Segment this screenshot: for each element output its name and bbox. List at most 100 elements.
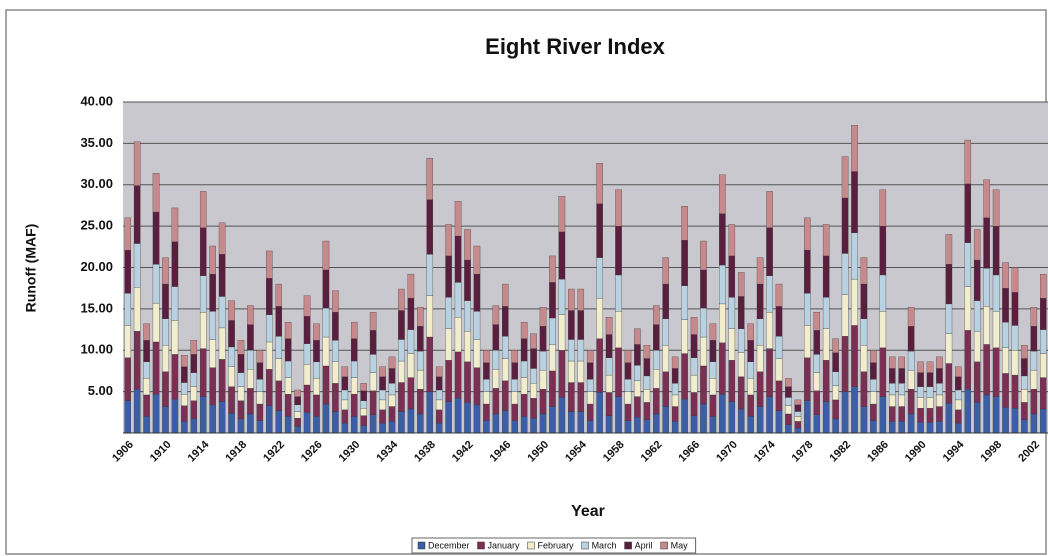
bar-segment bbox=[917, 408, 924, 423]
bar-segment bbox=[369, 354, 377, 373]
bar-segment bbox=[303, 364, 311, 386]
bar-segment bbox=[199, 275, 207, 313]
bar-segment bbox=[992, 311, 1000, 348]
bar-segment bbox=[983, 344, 990, 396]
bar-segment bbox=[785, 386, 792, 398]
bar-segment bbox=[992, 396, 1000, 434]
bar-segment bbox=[813, 414, 821, 434]
bar-segment bbox=[303, 412, 311, 434]
bar-segment bbox=[426, 199, 434, 255]
bar-segment bbox=[350, 338, 358, 362]
bar-segment bbox=[539, 307, 547, 327]
bar-segment bbox=[766, 312, 773, 349]
bar-segment bbox=[549, 406, 556, 434]
bar-segment bbox=[822, 328, 830, 361]
bar-segment bbox=[804, 217, 811, 251]
bar-segment bbox=[218, 327, 226, 360]
bar-segment bbox=[671, 368, 679, 384]
bar-segment bbox=[766, 348, 773, 397]
bar-segment bbox=[756, 283, 764, 319]
bar-segment bbox=[237, 372, 245, 387]
bar-segment bbox=[955, 399, 962, 410]
bar-segment bbox=[256, 350, 264, 363]
bar-segment bbox=[483, 403, 490, 421]
bar-segment bbox=[190, 400, 198, 420]
bar-segment bbox=[407, 377, 415, 410]
bar-segment bbox=[634, 417, 641, 434]
bar-segment bbox=[322, 269, 330, 309]
bar-segment bbox=[615, 347, 622, 397]
bar-segment bbox=[888, 368, 896, 384]
bar-segment bbox=[124, 357, 131, 401]
bar-segment bbox=[794, 427, 802, 434]
bar-segment bbox=[445, 360, 452, 402]
bar-segment bbox=[294, 396, 301, 406]
bar-segment bbox=[681, 206, 688, 241]
bar-segment bbox=[407, 329, 415, 354]
bar-segment bbox=[860, 283, 868, 319]
bar-segment bbox=[143, 378, 150, 396]
bar-segment bbox=[492, 369, 500, 389]
bar-segment bbox=[841, 253, 849, 295]
bar-segment bbox=[983, 306, 990, 345]
bar-segment bbox=[1021, 358, 1028, 377]
bar-segment bbox=[728, 255, 736, 298]
bar-segment bbox=[605, 334, 613, 358]
bar-segment bbox=[454, 316, 462, 353]
bar-segment bbox=[756, 257, 764, 285]
bar-segment bbox=[473, 367, 481, 406]
y-tick-label: 30.00 bbox=[80, 176, 113, 191]
bar-segment bbox=[785, 405, 792, 415]
bar-segment bbox=[369, 312, 377, 331]
bar-segment bbox=[945, 234, 953, 265]
bar-segment bbox=[181, 355, 188, 367]
legend-label: December bbox=[428, 540, 470, 550]
bar-segment bbox=[332, 411, 339, 434]
y-tick-label: 25.00 bbox=[80, 218, 113, 233]
bar-segment bbox=[794, 411, 802, 417]
bar-segment bbox=[256, 379, 264, 392]
bar-segment bbox=[756, 345, 764, 372]
bar-segment bbox=[171, 320, 179, 355]
bar-segment bbox=[1040, 377, 1047, 410]
bar-segment bbox=[1021, 402, 1028, 420]
bar-segment bbox=[341, 422, 349, 434]
bar-segment bbox=[870, 391, 877, 405]
bar-segment bbox=[690, 392, 698, 416]
bar-segment bbox=[804, 357, 811, 401]
bar-segment bbox=[832, 418, 839, 434]
bar-segment bbox=[596, 203, 603, 258]
bar-segment bbox=[520, 416, 528, 434]
bar-segment bbox=[256, 362, 264, 380]
bar-segment bbox=[832, 338, 839, 353]
bar-segment bbox=[435, 376, 443, 391]
bar-segment bbox=[624, 350, 632, 363]
bar-segment bbox=[199, 191, 207, 228]
bar-segment bbox=[653, 369, 660, 389]
bar-segment bbox=[775, 380, 783, 411]
bar-segment bbox=[907, 388, 915, 415]
bar-segment bbox=[379, 389, 386, 401]
bar-segment bbox=[454, 235, 462, 283]
bar-segment bbox=[247, 324, 254, 351]
bar-segment bbox=[973, 259, 981, 301]
bar-segment bbox=[426, 295, 434, 338]
bar-segment bbox=[775, 283, 783, 307]
bar-segment bbox=[417, 326, 424, 352]
bar-segment bbox=[983, 268, 990, 307]
bar-segment bbox=[407, 408, 415, 434]
bar-segment bbox=[1030, 369, 1038, 390]
bar-segment bbox=[719, 264, 726, 305]
y-tick-label: 40.00 bbox=[80, 93, 113, 108]
bar-segment bbox=[464, 331, 471, 362]
bar-segment bbox=[181, 382, 188, 395]
bar-segment bbox=[284, 393, 292, 417]
bar-segment bbox=[775, 306, 783, 337]
bar-segment bbox=[586, 362, 594, 380]
bar-segment bbox=[936, 383, 943, 396]
bar-segment bbox=[294, 426, 301, 434]
bar-segment bbox=[133, 331, 141, 390]
legend-label: March bbox=[592, 540, 617, 550]
bar-segment bbox=[530, 398, 537, 419]
bar-segment bbox=[841, 391, 849, 434]
